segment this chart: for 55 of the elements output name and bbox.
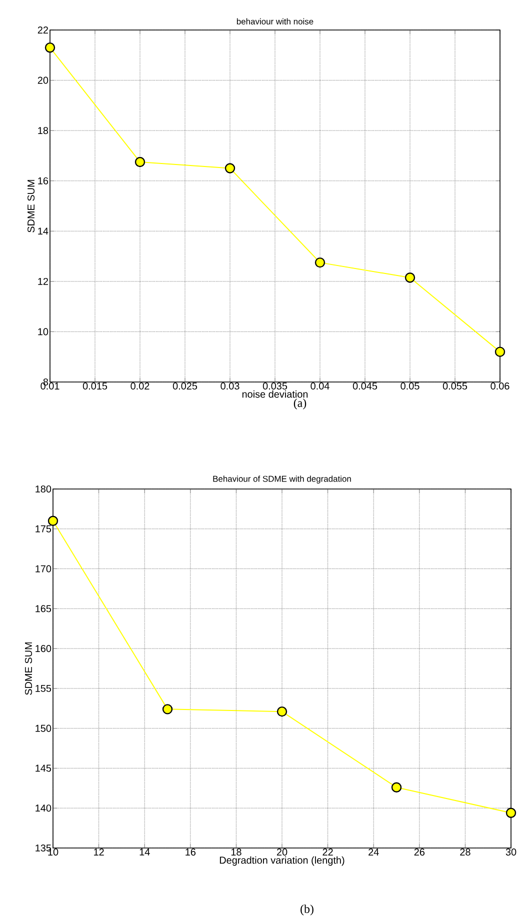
x-tick-label: 18 xyxy=(231,848,242,856)
y-tick-label: 14 xyxy=(38,228,48,235)
y-tick-label: 16 xyxy=(38,177,48,184)
point xyxy=(134,156,146,168)
x-tick-label: 0.05 xyxy=(400,382,420,390)
text: (b) xyxy=(300,904,314,916)
y-tick-label: 20 xyxy=(38,76,48,84)
y-tick-label: 18 xyxy=(38,127,48,134)
point xyxy=(391,782,402,792)
point xyxy=(44,42,56,53)
x-tick-label: 0.025 xyxy=(172,382,198,390)
point xyxy=(506,808,516,818)
x-tick-label: 28 xyxy=(460,848,470,856)
y-tick-label: 180 xyxy=(36,485,52,493)
x-tick-label: 0.06 xyxy=(490,382,510,390)
chart-title: behaviour with noise xyxy=(237,18,314,24)
x-tick-label: 0.03 xyxy=(220,382,240,390)
x-tick-label: 0.04 xyxy=(310,382,330,390)
chart-title: Behaviour of SDME with degradation xyxy=(213,476,351,484)
y-tick-label: 160 xyxy=(36,645,52,652)
text: (a) xyxy=(294,398,306,410)
y-axis-title: SDME SUM xyxy=(25,642,32,695)
x-tick-label: 0.055 xyxy=(442,382,468,390)
y-tick-label: 22 xyxy=(38,26,48,34)
x-tick-label: 20 xyxy=(277,848,288,856)
x-tick-label: 0.02 xyxy=(130,382,150,390)
y-tick-label: 150 xyxy=(36,724,52,732)
y-tick-label: 145 xyxy=(36,764,52,772)
x-tick-label: 30 xyxy=(506,848,516,856)
y-tick-label: 165 xyxy=(36,605,52,612)
point xyxy=(48,516,58,526)
y-tick-label: 10 xyxy=(38,328,48,336)
x-tick-label: 12 xyxy=(94,848,104,856)
x-tick-label: 0.045 xyxy=(352,382,378,390)
point xyxy=(494,346,506,357)
x-tick-label: 0.015 xyxy=(82,382,108,390)
y-tick-label: 170 xyxy=(36,565,52,572)
point xyxy=(162,704,173,714)
x-tick-label: 14 xyxy=(140,848,150,856)
y-tick-label: 12 xyxy=(38,278,48,285)
x-axis-title: Degradtion variation (length) xyxy=(220,856,344,866)
y-tick-label: 155 xyxy=(36,684,52,692)
x-tick-label: 0.035 xyxy=(262,382,288,390)
point xyxy=(224,163,236,174)
point xyxy=(276,706,288,717)
y-tick-label: 175 xyxy=(36,525,52,532)
x-tick-label: 26 xyxy=(414,848,425,856)
point xyxy=(314,257,326,268)
y-tick-label: 140 xyxy=(36,804,52,812)
y-axis-title: SDME SUM xyxy=(28,180,35,232)
x-tick-label: 22 xyxy=(322,848,333,856)
x-tick-label: 24 xyxy=(368,848,379,856)
x-tick-label: 16 xyxy=(186,848,196,856)
x-axis-title: noise deviation xyxy=(242,390,308,398)
point xyxy=(404,272,416,283)
